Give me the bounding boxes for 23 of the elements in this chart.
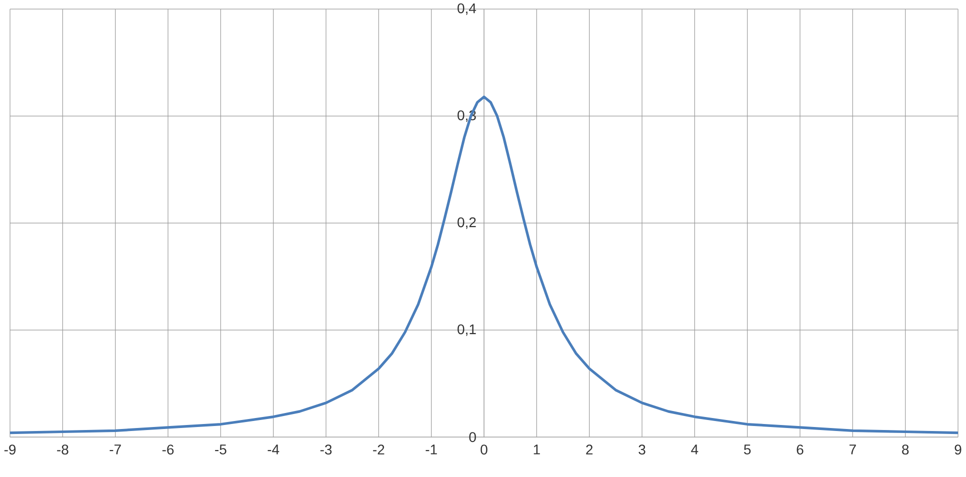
x-tick-label: -3 <box>320 444 332 455</box>
x-tick-label: 1 <box>534 444 540 454</box>
x-tick-label: -2 <box>373 444 384 454</box>
x-tick-label: 3 <box>638 444 646 455</box>
y-tick-label: 0,1 <box>458 324 476 336</box>
x-tick-label: 8 <box>902 444 909 455</box>
x-tick-label: -9 <box>4 444 16 455</box>
x-tick-label: -4 <box>268 444 280 454</box>
x-tick-label: 9 <box>954 444 962 455</box>
x-tick-label: 2 <box>586 444 593 454</box>
x-tick-label: -1 <box>426 444 437 454</box>
x-tick-label: 5 <box>744 444 751 454</box>
y-tick-label: 0,4 <box>458 3 476 15</box>
x-tick-label: -7 <box>110 444 121 454</box>
y-tick-label: 0 <box>469 432 476 442</box>
x-tick-label: -5 <box>215 444 226 454</box>
x-tick-label: 7 <box>850 444 856 454</box>
x-tick-label: 4 <box>691 444 698 454</box>
x-tick-label: 0 <box>480 444 488 455</box>
x-tick-label: -6 <box>162 444 174 455</box>
y-tick-label: 0,2 <box>458 217 476 229</box>
x-tick-label: 6 <box>796 444 804 455</box>
x-tick-label: -8 <box>57 444 68 455</box>
